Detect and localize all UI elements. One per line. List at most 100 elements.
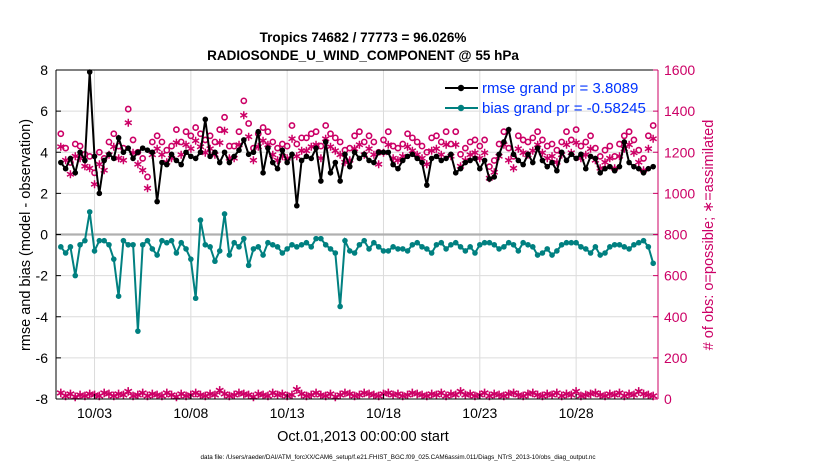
bias-point <box>178 239 185 246</box>
rmse-point <box>573 155 579 162</box>
obs-possible-marker <box>529 134 537 142</box>
obs-possible-marker <box>148 138 156 146</box>
obs-possible-marker <box>433 132 440 140</box>
obs-possible-marker <box>211 138 219 146</box>
rmse-point <box>640 170 647 176</box>
obs-possible-marker <box>365 132 373 140</box>
bias-point <box>578 244 584 250</box>
obs-assimilated-marker: ∗ <box>325 386 336 401</box>
bias-point <box>505 239 512 246</box>
obs-assimilated-marker: ∗ <box>118 387 129 402</box>
obs-assimilated-upper-marker: ∗ <box>114 151 124 165</box>
bias-point <box>573 239 579 246</box>
bias-point <box>58 244 64 250</box>
bias-point <box>308 244 315 250</box>
obs-assimilated-marker: ∗ <box>335 387 346 402</box>
rmse-point <box>481 157 488 164</box>
rmse-point <box>607 163 613 170</box>
obs-assimilated-marker: ∗ <box>354 387 365 402</box>
rmse-point <box>245 151 252 158</box>
obs-possible-marker <box>553 146 561 154</box>
obs-possible-marker <box>303 134 310 142</box>
rmse-series <box>58 69 656 209</box>
rmse-point <box>443 155 449 162</box>
rmse-point <box>645 165 652 172</box>
bias-series <box>58 209 656 334</box>
obs-assimilated-marker: ∗ <box>224 388 235 403</box>
obs-assimilated-upper-marker: ∗ <box>244 129 254 143</box>
chart-title-line1: Tropics 74682 / 77773 = 96.026% <box>260 30 467 45</box>
obs-possible-marker <box>413 138 421 146</box>
obs-assimilated-upper-marker: ∗ <box>431 141 441 155</box>
rmse-point <box>332 159 339 166</box>
rmse-point <box>58 159 64 166</box>
data-file-footnote: data file: /Users/raeder/DAI/ATM_forcXX/… <box>200 454 595 461</box>
rmse-point <box>351 149 358 156</box>
obs-possible-marker <box>404 130 411 138</box>
obs-assimilated-upper-marker: ∗ <box>648 131 658 145</box>
obs-possible-marker <box>548 140 556 148</box>
obs-assimilated-upper-marker: ∗ <box>273 153 283 167</box>
obs-assimilated-marker: ∗ <box>604 386 615 401</box>
obs-assimilated-marker: ∗ <box>161 385 172 400</box>
obs-possible-marker <box>187 132 195 140</box>
bias-point <box>621 244 628 250</box>
rmse-point <box>298 157 305 164</box>
rmse-point <box>265 145 271 151</box>
bias-point <box>168 237 175 244</box>
bias-point <box>414 239 421 246</box>
obs-possible-marker <box>630 136 638 144</box>
obs-assimilated-marker: ∗ <box>104 386 115 401</box>
y-left-tick-label: -2 <box>36 268 49 284</box>
obs-possible-marker <box>269 138 277 146</box>
obs-assimilated-marker: ∗ <box>166 387 177 402</box>
bias-point <box>188 256 194 262</box>
rmse-point <box>433 153 440 160</box>
obs-assimilated-marker: ∗ <box>205 386 216 401</box>
obs-assimilated-marker: ∗ <box>142 388 153 403</box>
obs-assimilated-upper-marker: ∗ <box>297 143 307 157</box>
obs-assimilated-upper-marker: ∗ <box>508 161 518 175</box>
bias-point <box>226 252 233 258</box>
obs-assimilated-marker: ∗ <box>60 388 71 403</box>
bias-point <box>351 250 358 256</box>
obs-possible-marker <box>274 144 281 152</box>
obs-assimilated-upper-marker: ∗ <box>340 155 350 169</box>
rmse-point <box>139 145 146 151</box>
bias-point <box>216 248 223 254</box>
obs-assimilated-marker: ∗ <box>113 386 124 401</box>
y-right-tick-label: 0 <box>664 391 672 407</box>
obs-possible-marker <box>563 128 570 136</box>
bias-point <box>539 250 546 256</box>
obs-assimilated-marker: ∗ <box>580 387 591 402</box>
obs-assimilated-upper-marker: ∗ <box>345 153 355 167</box>
obs-assimilated-marker: ∗ <box>638 386 649 401</box>
obs-possible-marker <box>356 128 363 136</box>
obs-assimilated-marker: ∗ <box>566 387 577 402</box>
rmse-line <box>60 72 654 206</box>
bias-point <box>443 246 449 252</box>
y-right-tick-label: 1000 <box>664 185 695 201</box>
obs-assimilated-upper-marker: ∗ <box>191 133 201 147</box>
obs-assimilated-marker: ∗ <box>238 386 249 401</box>
obs-assimilated-upper-marker: ∗ <box>239 108 249 122</box>
bias-point <box>375 244 382 250</box>
rmse-point <box>597 170 604 176</box>
bias-point <box>635 239 642 246</box>
bias-point <box>163 239 170 246</box>
rmse-point <box>183 149 189 156</box>
y-left-tick-label: 6 <box>40 103 48 119</box>
obs-assimilated-marker: ∗ <box>527 385 538 400</box>
obs-assimilated-upper-marker: ∗ <box>325 139 335 153</box>
rmse-point <box>207 153 213 160</box>
rmse-point <box>96 190 103 197</box>
rmse-point <box>505 126 512 133</box>
obs-assimilated-upper-marker: ∗ <box>123 116 133 130</box>
obs-assimilated-upper-marker: ∗ <box>383 137 393 151</box>
obs-assimilated-upper-marker: ∗ <box>600 155 610 169</box>
obs-assimilated-upper-marker: ∗ <box>70 149 80 163</box>
legend-bias-marker <box>457 104 465 112</box>
obs-assimilated-upper-marker: ∗ <box>407 143 417 157</box>
bias-point <box>520 239 526 246</box>
